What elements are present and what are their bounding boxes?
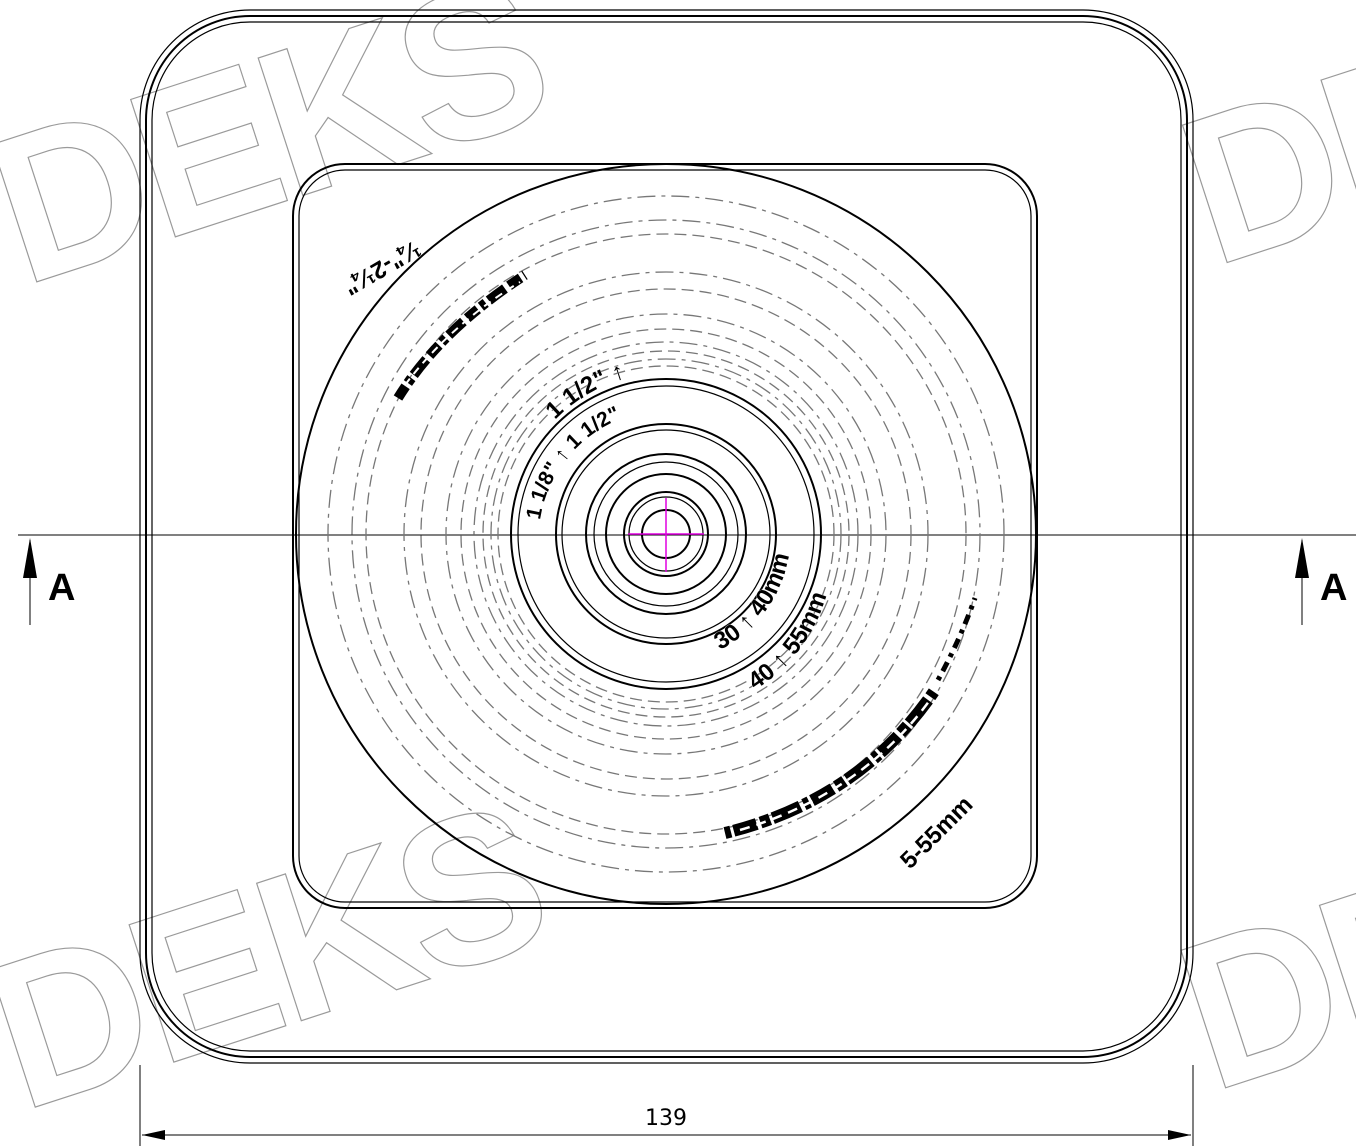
section-label-right: A [1320, 567, 1347, 609]
dimension-width-label: 139 [645, 1106, 687, 1131]
dimension-arrow-left-icon [142, 1130, 165, 1140]
section-arrow-right-icon [1295, 538, 1309, 578]
label-top-left-range: ¼"-2¼" [339, 235, 425, 300]
dimension-arrow-right-icon [1168, 1130, 1191, 1140]
embossed-band-bottom-right [723, 597, 978, 839]
section-line [18, 534, 1356, 625]
hidden-rings [327, 195, 1005, 873]
watermark-bottom-right: DEKS [1154, 739, 1356, 1135]
watermark-top-right: DEKS [1155, 0, 1356, 310]
label-bottom-right-range: 5-55mm [895, 791, 978, 874]
center-mark [628, 498, 704, 572]
section-arrow-left-icon [23, 538, 37, 578]
watermark-bottom-left: DEKS [0, 758, 568, 1146]
section-label-left: A [48, 567, 75, 609]
outer-circle [295, 163, 1037, 905]
embossed-band-top-left [393, 270, 528, 401]
outer-plate [139, 9, 1194, 1064]
width-dimension [139, 1065, 1194, 1146]
